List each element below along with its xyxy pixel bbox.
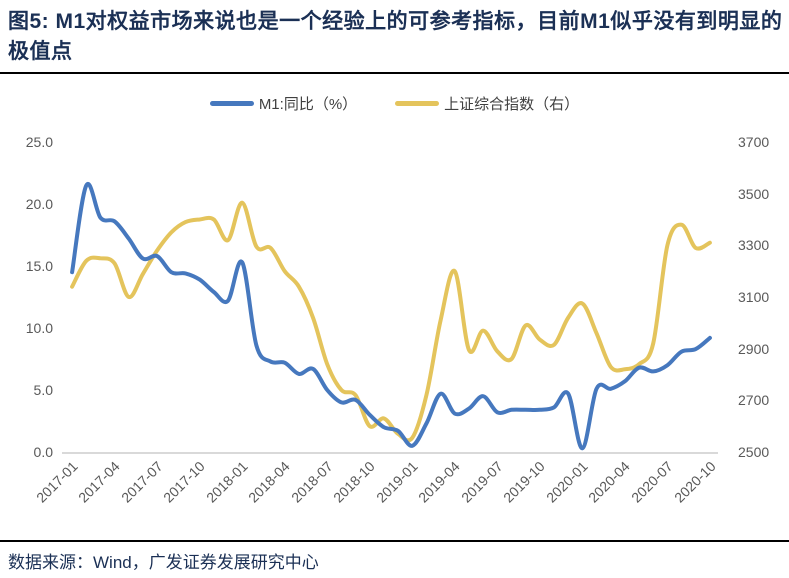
y-tick-label: 25.0 xyxy=(25,134,53,150)
legend-label-m1: M1:同比（%） xyxy=(258,96,358,113)
y-tick-label: 20.0 xyxy=(25,196,53,212)
y-tick-label: 10.0 xyxy=(25,320,53,336)
title-divider xyxy=(0,72,789,74)
x-axis-line xyxy=(62,452,718,454)
legend-item-m1: M1:同比（%） xyxy=(209,93,358,114)
legend-label-index: 上证综合指数（右） xyxy=(444,96,580,113)
m1-line-swatch-icon xyxy=(209,101,254,106)
y-tick-label: 2900 xyxy=(738,340,770,357)
legend-item-index: 上证综合指数（右） xyxy=(395,93,579,114)
figure-title: 图5: M1对权益市场来说也是一个经验上的可参考指标，目前M1似乎没有到明显的极… xyxy=(8,10,783,63)
chart-legend: M1:同比（%） 上证综合指数（右） xyxy=(0,93,789,114)
source-divider xyxy=(0,540,789,542)
y-tick-label: 2700 xyxy=(738,392,770,409)
y-tick-label: 3100 xyxy=(738,289,770,305)
y-tick-label: 2500 xyxy=(738,444,770,460)
y-tick-label: 0.0 xyxy=(33,444,53,460)
y-tick-label: 15.0 xyxy=(25,258,53,274)
y-tick-label: 3300 xyxy=(738,237,770,254)
y-tick-label: 5.0 xyxy=(33,382,53,398)
source-note: 数据来源：Wind，广发证券发展研究中心 xyxy=(8,553,319,572)
m1-yoy-line xyxy=(70,181,712,451)
y-tick-label: 3500 xyxy=(738,185,770,202)
index-line-swatch-icon xyxy=(395,101,440,106)
y-tick-label: 3700 xyxy=(738,134,770,150)
shanghai-composite-line xyxy=(70,200,712,443)
